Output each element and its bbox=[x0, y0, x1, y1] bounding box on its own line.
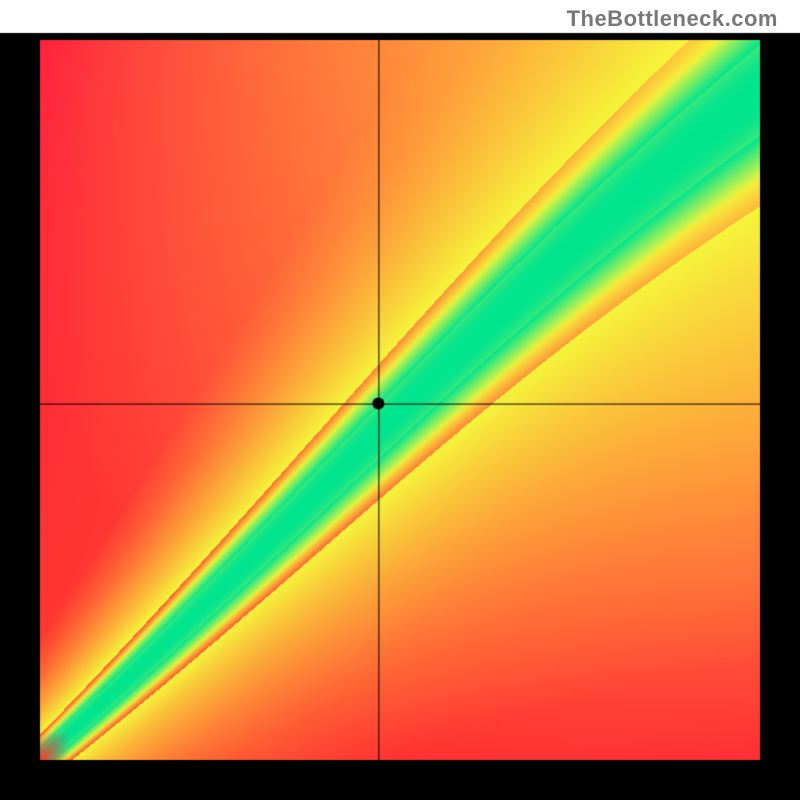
chart-container: TheBottleneck.com bbox=[0, 0, 800, 800]
bottleneck-heatmap bbox=[0, 0, 800, 800]
watermark-text: TheBottleneck.com bbox=[567, 6, 778, 32]
